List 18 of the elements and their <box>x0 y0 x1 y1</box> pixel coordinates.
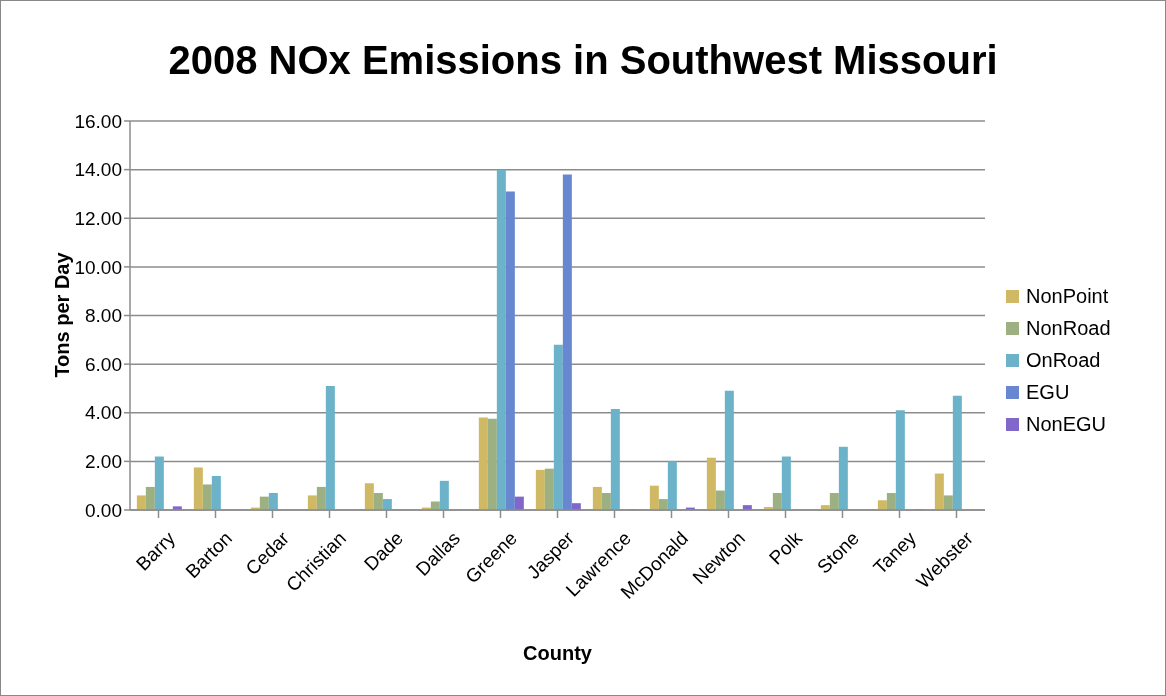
x-axis-title: County <box>522 642 593 665</box>
legend-label: OnRoad <box>1026 348 1101 372</box>
y-axis-title: Tons per Day <box>50 252 74 378</box>
y-tick-label: 14.00 <box>74 159 122 181</box>
y-tick-label: 6.00 <box>85 353 122 375</box>
y-tick-label: 4.00 <box>85 402 122 424</box>
y-tick-label: 12.00 <box>74 207 122 229</box>
legend-label: EGU <box>1026 380 1070 404</box>
legend-label: NonPoint <box>1026 284 1109 308</box>
legend-label: NonEGU <box>1026 412 1107 436</box>
y-tick-label: 8.00 <box>85 305 122 327</box>
chart-title: 2008 NOx Emissions in Southwest Missouri <box>167 38 999 83</box>
y-tick-label: 10.00 <box>74 256 122 278</box>
y-tick-label: 16.00 <box>74 110 122 132</box>
y-tick-label: 0.00 <box>85 499 122 521</box>
legend-label: NonRoad <box>1026 316 1111 340</box>
x-tick-label: Polk <box>764 527 807 569</box>
y-tick-label: 2.00 <box>85 451 122 473</box>
